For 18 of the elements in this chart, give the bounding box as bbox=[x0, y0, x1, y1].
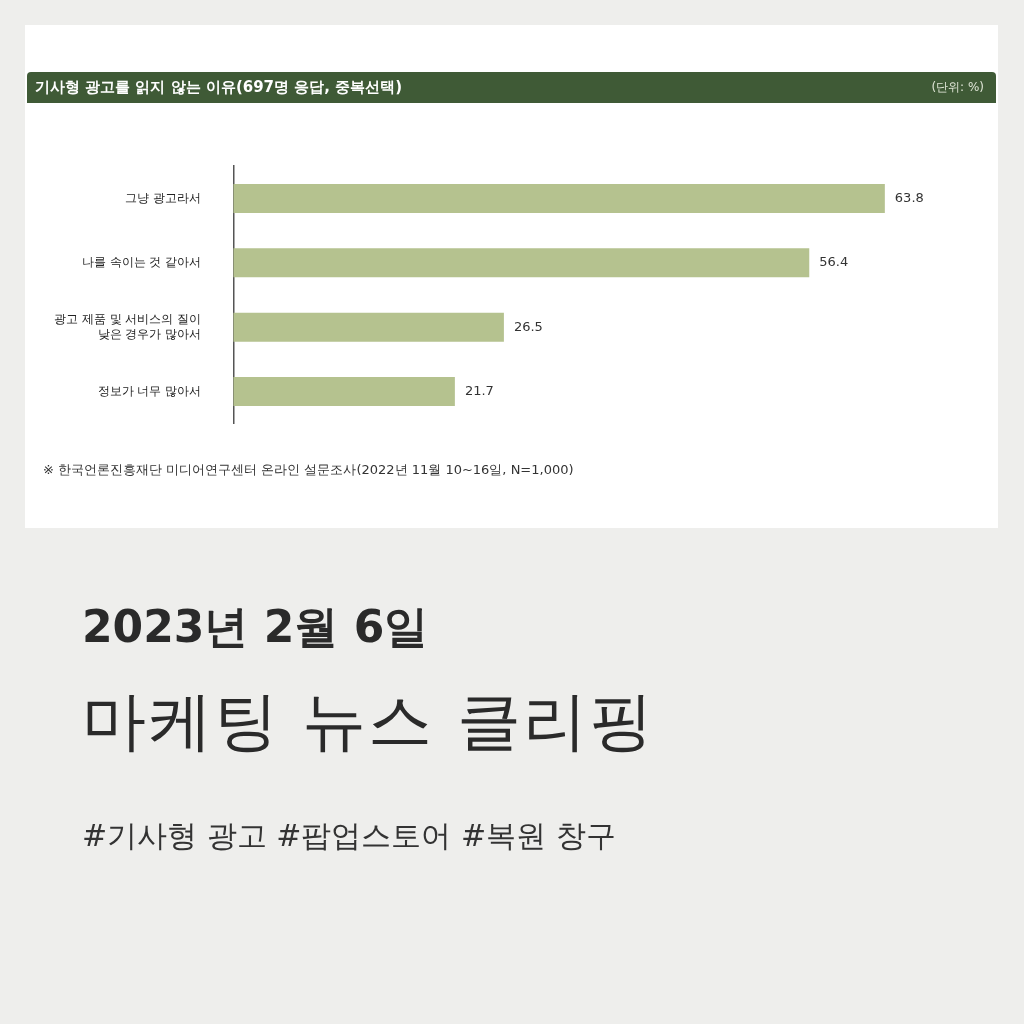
data-label: 56.4 bbox=[819, 254, 849, 270]
data-label: 21.7 bbox=[464, 382, 494, 398]
text: ※ 한국언론진흥재단 미디어연구센터 온라인 설문조사(2022년 11월 10~16일, N=1,000) bbox=[43, 461, 574, 479]
chart-title: 기사형 광고를 읽지 않는 이유(697명 응답, 중복선택) bbox=[35, 77, 403, 98]
y-tick-label: 정보가 너무 많아서 bbox=[97, 383, 202, 398]
y-tick-label: 나를 속이는 것 같아서 bbox=[81, 254, 202, 269]
text: 2023년 2월 6일 bbox=[82, 600, 429, 654]
bar bbox=[233, 183, 885, 213]
text: (단위: %) bbox=[931, 79, 984, 96]
bar bbox=[233, 248, 810, 278]
bar bbox=[233, 312, 504, 342]
data-label: 63.8 bbox=[894, 189, 924, 205]
y-tick-label: 그냥 광고라서 bbox=[125, 190, 202, 205]
y-tick-label: 광고 제품 및 서비스의 질이 낮은 경우가 많아서 bbox=[53, 312, 202, 341]
text: 마케팅 뉴스 클리핑 bbox=[82, 683, 655, 760]
text: #기사형 광고 #팝업스토어 #복원 창구 bbox=[82, 817, 616, 855]
data-label: 26.5 bbox=[513, 318, 543, 334]
bar bbox=[233, 377, 455, 407]
